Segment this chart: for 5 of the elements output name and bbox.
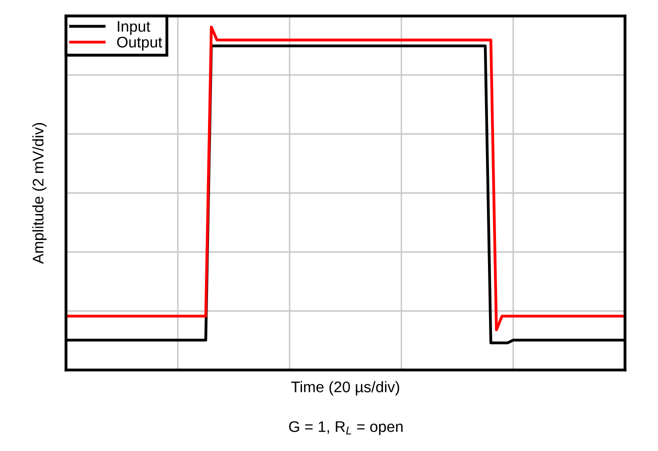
y-axis-title: Amplitude (2 mV/div) <box>32 123 47 264</box>
x-axis-title: Time (20 µs/div) <box>291 381 400 396</box>
legend-label: Output <box>117 36 162 51</box>
text: G = 1, R$_{L}$ = open <box>289 421 403 436</box>
legend-label: Input <box>118 21 150 35</box>
